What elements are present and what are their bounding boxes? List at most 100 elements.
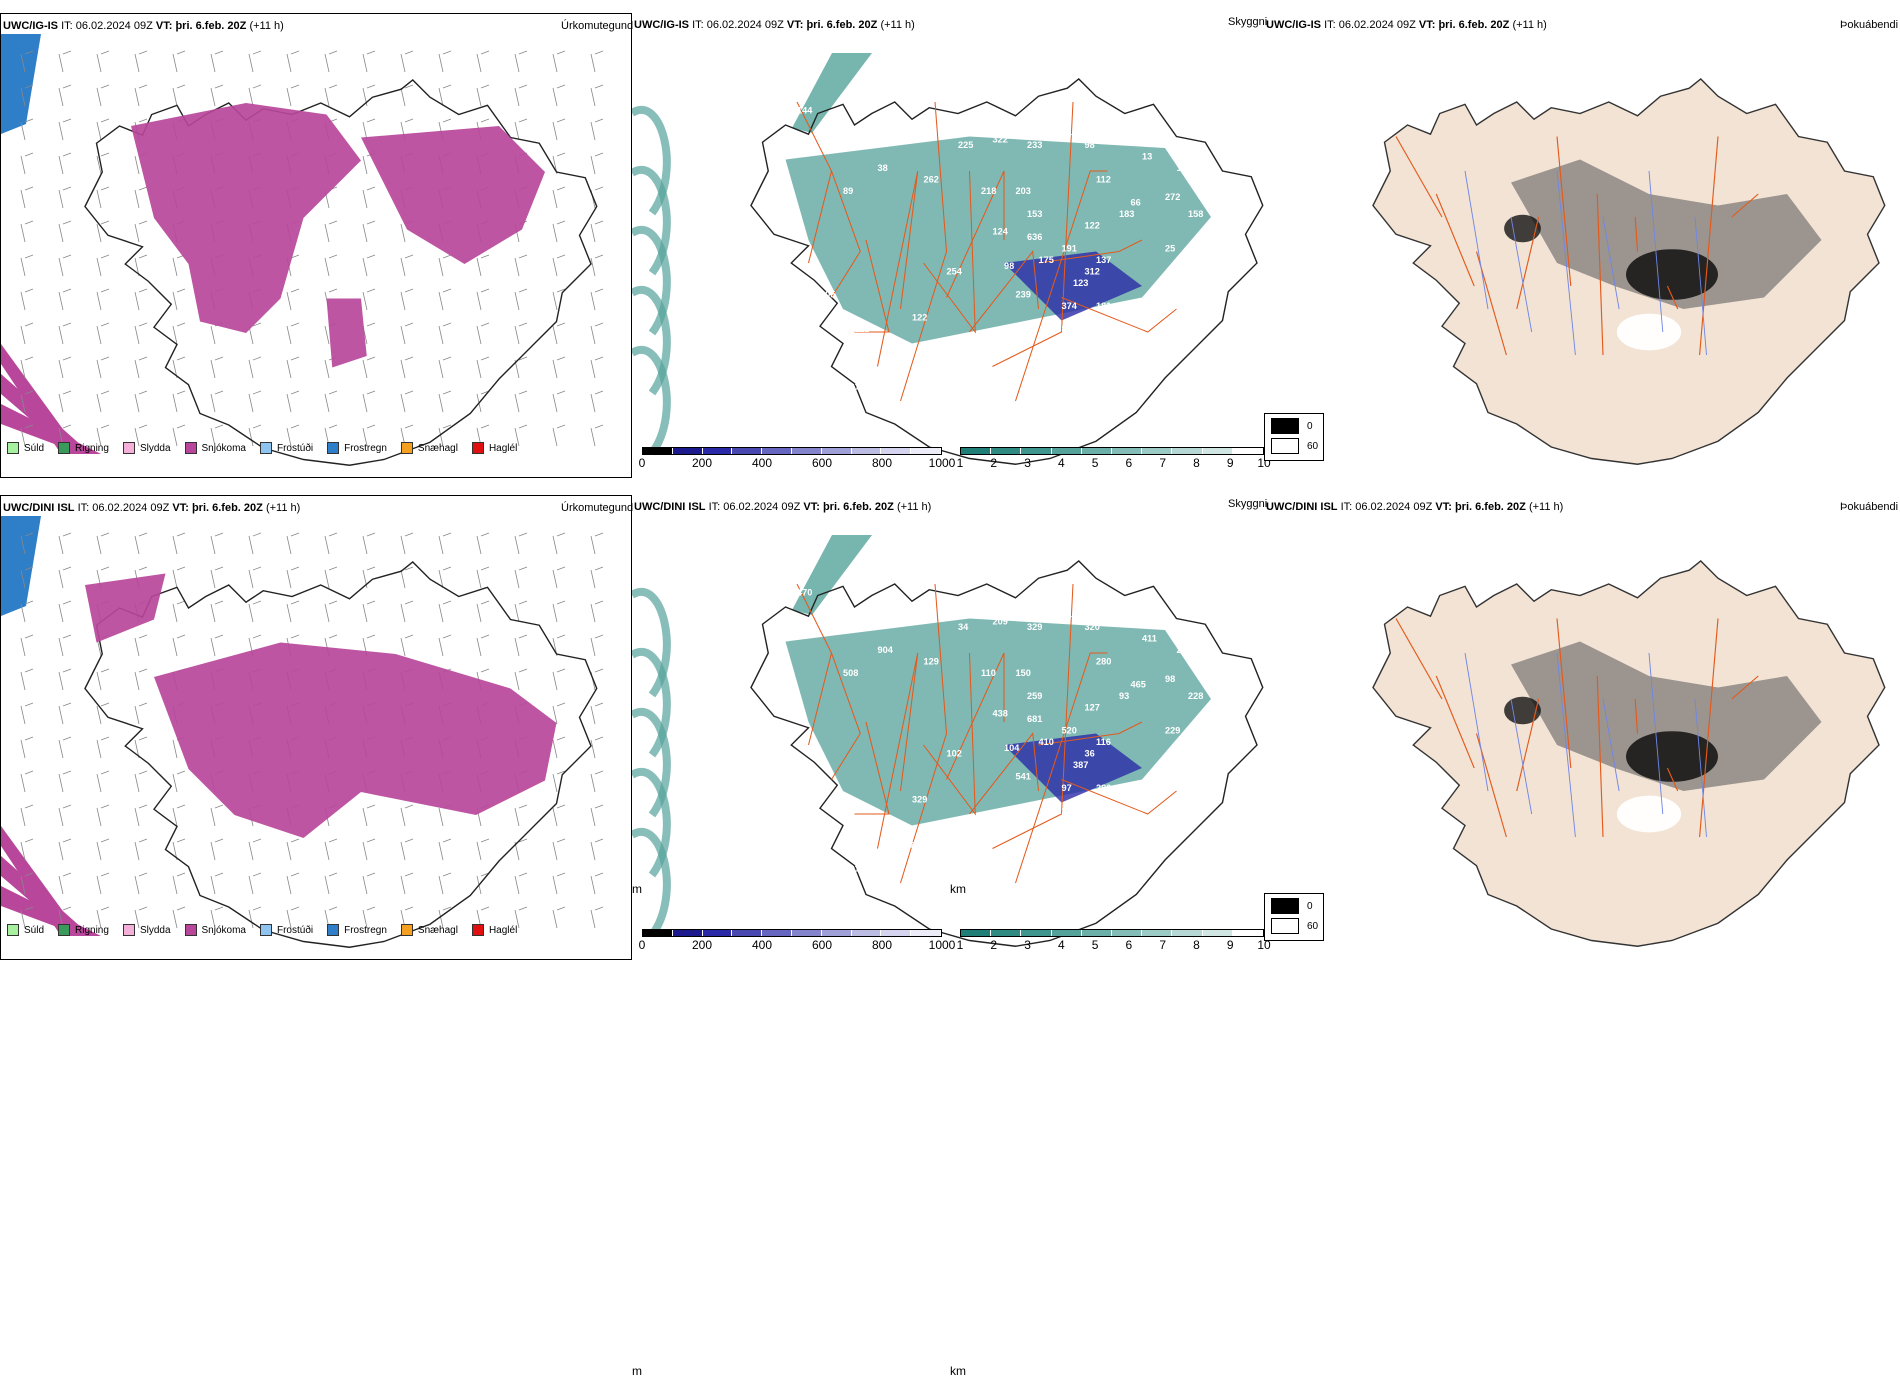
fog-legend-row: 60: [1271, 918, 1318, 934]
visibility-value-label: 124: [993, 226, 1009, 236]
visibility-value-label: 681: [1027, 714, 1042, 724]
visibility-value-label: 254: [947, 267, 963, 277]
river-line: [1602, 216, 1620, 310]
visibility-value-label: 98: [1165, 674, 1175, 684]
visibility-value-label: 312: [1119, 611, 1134, 621]
visibility-value-label: 793: [832, 616, 847, 626]
fog-legend-swatch: [1271, 898, 1299, 914]
visibility-value-label: 25: [1165, 244, 1175, 254]
scale-color-cell: [991, 930, 1022, 936]
iceland-outline: [84, 561, 598, 948]
visibility-value-label: 89: [843, 186, 853, 196]
river-line: [1556, 652, 1576, 838]
snow-band: [1, 856, 91, 936]
panel-title: UWC/IG-IS IT: 06.02.2024 09Z VT: þri. 6.…: [3, 20, 284, 32]
visibility-scale-meters: 0 200 400 600 800 1000 m: [632, 929, 955, 1378]
fog-legend-value: 60: [1307, 440, 1319, 452]
road-line: [831, 170, 861, 298]
visibility-value-label: 16: [832, 134, 842, 144]
visibility-value-label: 278: [1062, 806, 1077, 816]
scale-color-cell: [991, 448, 1022, 454]
road-line: [1556, 136, 1572, 287]
snow-area: [154, 642, 557, 838]
road-line: [854, 721, 890, 815]
panel-kind: Úrkomutegund: [561, 20, 634, 32]
legend-swatch: [259, 924, 272, 936]
visibility-value-label: 129: [924, 657, 939, 667]
legend-item: Slydda: [122, 924, 171, 936]
visibility-value-label: 209: [993, 616, 1008, 626]
scale-color-bar: [642, 447, 942, 455]
legend-label: Frostregn: [344, 924, 387, 936]
legend-label: Frostúði: [276, 442, 314, 454]
scale-tick-label: 5: [1091, 456, 1099, 470]
scale-color-cell: [1142, 930, 1173, 936]
scale-color-cell: [961, 930, 992, 936]
dense-fog-area: [1504, 696, 1541, 725]
legend-item: Snjókoma: [184, 442, 246, 454]
visibility-band: [792, 53, 872, 133]
legend-swatch: [471, 442, 484, 454]
visibility-value-label: 97: [1062, 783, 1072, 793]
visibility-value-label: 191: [1062, 244, 1077, 254]
scale-tick-label: 800: [871, 938, 893, 952]
scale-color-cell: [1172, 448, 1203, 454]
visibility-value-label: 144: [797, 106, 813, 116]
road-line: [1699, 618, 1719, 838]
snow-area: [326, 298, 367, 368]
scale-tick-label: 1000: [928, 938, 956, 952]
scale-color-cell: [791, 448, 822, 454]
scale-unit: m: [632, 882, 642, 896]
scale-unit: km: [950, 1364, 966, 1378]
legend-label: Snjókoma: [201, 924, 246, 936]
road-line: [1015, 170, 1108, 402]
visibility-value-label: 93: [901, 359, 911, 369]
fog-panel-row2: UWC/DINI ISL IT: 06.02.2024 09Z VT: þri.…: [1264, 495, 1898, 960]
visibility-value-label: 225: [958, 140, 973, 150]
visibility-value-label: 95: [889, 336, 899, 346]
scale-tick-label: 8: [1193, 938, 1200, 952]
legend-item: Snæhagl: [400, 924, 458, 936]
visibility-value-label: 158: [1188, 209, 1203, 219]
road-line: [946, 652, 1005, 780]
clear-area: [1616, 795, 1682, 833]
road-line: [1061, 779, 1177, 815]
legend-item: Haglél: [471, 442, 517, 454]
fog-legend-swatch: [1271, 418, 1299, 434]
visibility-value-label: 322: [993, 134, 1008, 144]
precip-type-panel-row2: UWC/DINI ISL IT: 06.02.2024 09Z VT: þri.…: [0, 495, 633, 960]
visibility-value-label: 411: [1142, 634, 1157, 644]
legend-label: Frostregn: [344, 442, 387, 454]
road-line: [1516, 698, 1540, 792]
visibility-value-label: 636: [1027, 232, 1042, 242]
visibility-value-label: 203: [1016, 186, 1031, 196]
road-line: [1596, 193, 1604, 356]
scale-color-cell: [1142, 448, 1173, 454]
scale-tick-label: 200: [691, 938, 713, 952]
scale-ticks: 0 200 400 600 800 1000: [639, 455, 956, 470]
snow-band: [1, 344, 81, 454]
fog-legend: 0 60: [1264, 893, 1324, 941]
legend-item: Rigning: [58, 442, 109, 454]
very-low-visibility-area: [1004, 733, 1142, 803]
scale-tick-label: 4: [1057, 938, 1065, 952]
road-line: [1038, 239, 1143, 264]
scale-color-cell: [1021, 930, 1052, 936]
visibility-value-label: 110: [774, 152, 789, 162]
scale-color-cell: [911, 448, 941, 454]
visibility-value-label: 175: [1039, 255, 1054, 265]
visibility-value-label: 329: [912, 795, 927, 805]
precip-legend: Súld Rigning Slydda Snjókoma Frostúði Frostre…: [7, 442, 517, 454]
legend-label: Snæhagl: [417, 442, 458, 454]
river-line: [1464, 652, 1489, 792]
legend-swatch: [58, 924, 71, 936]
dense-fog-area: [1626, 249, 1718, 300]
visibility-scale-meters: 0 200 400 600 800 1000 m: [632, 447, 956, 896]
legend-item: Frostúði: [259, 442, 314, 454]
legend-swatch: [400, 442, 413, 454]
visibility-value-label: 508: [843, 668, 858, 678]
legend-item: Slydda: [122, 442, 171, 454]
scale-color-cell: [732, 930, 763, 936]
panel-title: UWC/DINI ISL IT: 06.02.2024 09Z VT: þri.…: [1266, 501, 1564, 513]
legend-swatch: [327, 924, 340, 936]
